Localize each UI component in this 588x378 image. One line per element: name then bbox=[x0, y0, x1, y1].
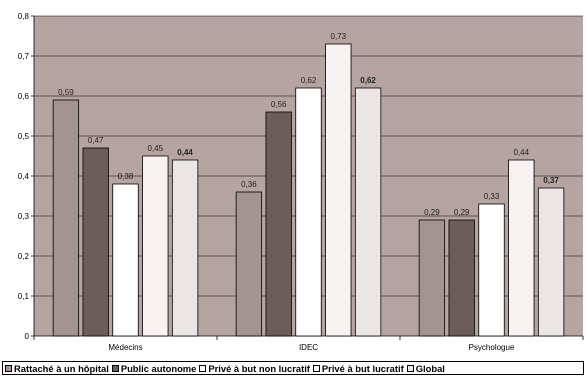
bar bbox=[537, 187, 565, 337]
bar bbox=[52, 99, 80, 337]
bar bbox=[325, 43, 352, 337]
data-label: 0,29 bbox=[424, 208, 440, 217]
data-label: 0,37 bbox=[543, 176, 559, 185]
legend-swatch bbox=[111, 364, 119, 372]
data-label: 0,47 bbox=[88, 136, 104, 145]
y-tick-label: 0,7 bbox=[18, 52, 30, 61]
bar-chart: 0 0,1 0,2 0,3 0,4 0,5 0,6 0,7 0,8 0,59 0,47 0,38 0,4… bbox=[18, 12, 584, 352]
data-label: 0,36 bbox=[241, 180, 257, 189]
legend-label: Global bbox=[415, 362, 445, 374]
legend-label: Rattaché à un hôpital bbox=[14, 362, 109, 374]
legend-swatch bbox=[5, 364, 12, 372]
bar bbox=[235, 191, 263, 337]
legend-item: Global bbox=[406, 362, 445, 374]
legend: Rattaché à un hôpital Public autonome Priv… bbox=[2, 361, 584, 375]
legend-label: Public autonome bbox=[120, 362, 197, 374]
y-tick-label: 0,2 bbox=[18, 252, 30, 261]
data-label: 0,62 bbox=[301, 76, 317, 85]
y-tick-label: 0,8 bbox=[18, 12, 30, 21]
legend-item: Rattaché à un hôpital bbox=[5, 363, 109, 374]
data-label: 0,56 bbox=[271, 100, 287, 109]
category-label: Médecins bbox=[108, 343, 142, 352]
bar bbox=[112, 183, 139, 337]
y-tick-label: 0,5 bbox=[18, 132, 30, 141]
bar bbox=[418, 219, 446, 337]
bar bbox=[354, 87, 382, 337]
data-label: 0,38 bbox=[118, 172, 134, 181]
bar bbox=[82, 147, 109, 337]
bar bbox=[295, 87, 322, 337]
data-label: 0,33 bbox=[484, 192, 500, 201]
bar bbox=[448, 219, 475, 337]
legend-swatch bbox=[199, 364, 207, 372]
legend-label: Privé à but non lucratif bbox=[208, 362, 310, 374]
bar bbox=[142, 155, 169, 337]
data-label: 0,29 bbox=[454, 208, 470, 217]
data-label: 0,59 bbox=[58, 88, 74, 97]
legend-item: Privé à but non lucratif bbox=[199, 363, 310, 374]
legend-item: Public autonome bbox=[111, 362, 197, 374]
y-tick-label: 0,3 bbox=[18, 212, 30, 221]
y-tick-label: 0,1 bbox=[18, 292, 30, 301]
data-label: 0,73 bbox=[331, 32, 347, 41]
bar bbox=[265, 111, 292, 337]
category-label: Psychologue bbox=[469, 343, 515, 352]
data-label: 0,44 bbox=[177, 148, 193, 157]
data-label: 0,62 bbox=[360, 76, 376, 85]
data-label: 0,44 bbox=[514, 148, 530, 157]
legend-label: Privé à but lucratif bbox=[321, 362, 404, 374]
bar bbox=[478, 203, 505, 337]
data-label: 0,45 bbox=[148, 144, 164, 153]
bar bbox=[171, 159, 199, 337]
y-tick-label: 0,6 bbox=[18, 92, 30, 101]
y-tick-label: 0,4 bbox=[18, 172, 30, 181]
legend-swatch bbox=[406, 364, 414, 372]
legend-item: Privé à but lucratif bbox=[312, 362, 404, 374]
legend-swatch bbox=[312, 364, 320, 372]
y-tick-label: 0 bbox=[25, 332, 30, 341]
bar bbox=[508, 159, 535, 337]
category-label: IDEC bbox=[299, 343, 318, 352]
